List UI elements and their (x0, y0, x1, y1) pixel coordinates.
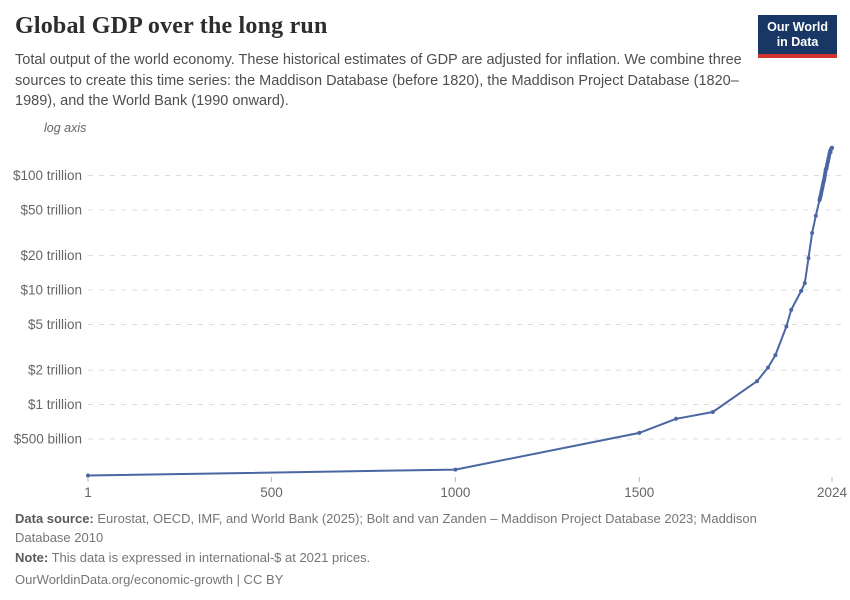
data-point[interactable] (86, 473, 90, 478)
owid-logo-line2: in Data (776, 34, 819, 49)
data-point[interactable] (773, 353, 778, 358)
log-axis-label: log axis (44, 121, 87, 135)
y-axis-tick-label: $500 billion (14, 432, 82, 447)
owid-logo[interactable]: Our World in Data (758, 15, 837, 58)
x-axis-tick-label: 1000 (440, 485, 470, 500)
owid-url-link[interactable]: OurWorldinData.org/economic-growth | CC … (15, 572, 284, 588)
y-axis-tick-label: $10 trillion (20, 283, 82, 298)
y-axis-tick-label: $100 trillion (13, 168, 82, 183)
y-axis-tick-label: $5 trillion (28, 317, 82, 332)
data-source-line: Data source: Eurostat, OECD, IMF, and Wo… (15, 510, 810, 547)
data-point[interactable] (674, 416, 679, 421)
chart-title: Global GDP over the long run (15, 13, 328, 39)
note-text: This data is expressed in international-… (48, 550, 371, 566)
chart-subtitle: Total output of the world economy. These… (15, 52, 742, 110)
data-point[interactable] (830, 145, 834, 150)
y-axis-tick-label: $2 trillion (28, 363, 82, 378)
y-axis-tick-label: $20 trillion (20, 248, 82, 263)
x-axis-tick-label: 1500 (624, 485, 654, 500)
data-source-text: Eurostat, OECD, IMF, and World Bank (202… (15, 511, 757, 545)
data-point[interactable] (799, 289, 804, 293)
data-point[interactable] (789, 307, 794, 312)
owid-logo-line1: Our World (767, 20, 828, 34)
data-point[interactable] (784, 324, 789, 329)
data-point[interactable] (806, 256, 811, 261)
note-line: Note: This data is expressed in internat… (15, 549, 810, 568)
chart-footer: Data source: Eurostat, OECD, IMF, and Wo… (15, 510, 810, 590)
data-point[interactable] (755, 379, 759, 384)
data-point[interactable] (828, 150, 833, 155)
x-axis-tick-label: 500 (260, 485, 283, 500)
data-point[interactable] (453, 467, 458, 472)
x-axis-tick-label: 2024 (817, 485, 848, 500)
data-point[interactable] (810, 231, 815, 235)
y-axis-tick-label: $50 trillion (20, 203, 82, 218)
gdp-line[interactable] (87, 146, 833, 477)
data-point[interactable] (802, 281, 807, 286)
data-point[interactable] (710, 410, 715, 414)
data-source-label: Data source: (15, 511, 94, 526)
note-label: Note: (15, 550, 49, 566)
data-point[interactable] (637, 430, 642, 435)
y-axis-tick-label: $1 trillion (28, 397, 82, 412)
data-point[interactable] (766, 365, 770, 370)
x-axis-tick-label: 1 (84, 485, 92, 500)
data-point[interactable] (813, 213, 818, 218)
